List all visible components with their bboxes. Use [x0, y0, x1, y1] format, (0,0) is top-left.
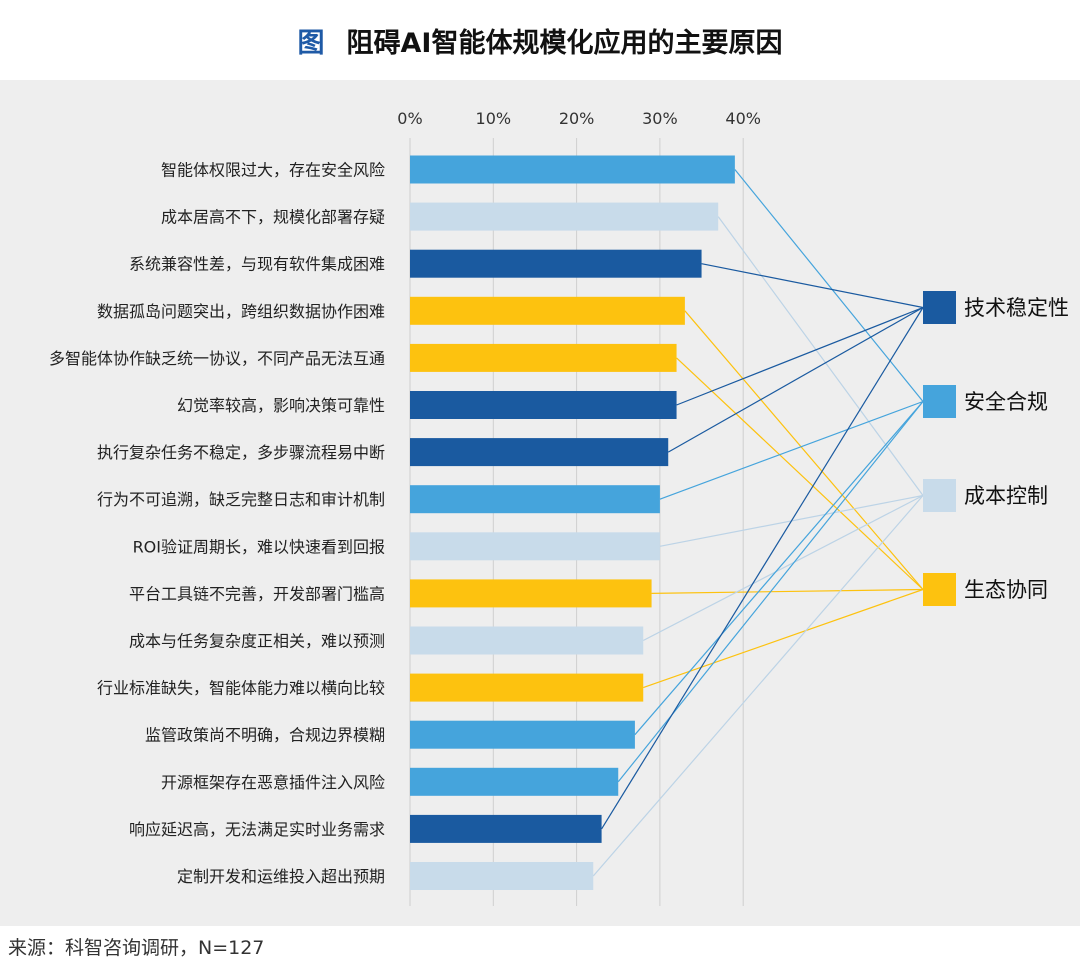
- bar: [410, 720, 635, 749]
- x-tick-label: 30%: [642, 109, 678, 128]
- x-tick-label: 40%: [725, 109, 761, 128]
- connector-line: [676, 357, 924, 590]
- chart-title: 阻碍AI智能体规模化应用的主要原因: [346, 27, 783, 59]
- bar: [410, 626, 644, 655]
- connector-line: [643, 588, 924, 689]
- connector-line: [659, 400, 924, 500]
- bar: [410, 485, 660, 514]
- connector-lines: [592, 169, 924, 877]
- bar: [410, 343, 677, 372]
- category-label: 数据孤岛问题突出，跨组织数据协作困难: [97, 302, 385, 321]
- bar: [410, 155, 735, 184]
- connector-line: [601, 307, 924, 830]
- bar: [410, 862, 594, 890]
- connector-line: [592, 495, 924, 877]
- x-axis-ticks: 0% 10% 20% 30% 40%: [397, 109, 761, 128]
- connector-line: [642, 494, 924, 642]
- category-labels: 智能体权限过大，存在安全风险成本居高不下，规模化部署存疑系统兼容性差，与现有软件…: [49, 161, 385, 887]
- connector-line: [701, 263, 924, 309]
- figure-label: 图: [297, 27, 325, 59]
- category-label: 定制开发和运维投入超出预期: [177, 867, 385, 886]
- bars: [410, 155, 735, 890]
- connector-line: [651, 588, 924, 594]
- chart-panel: 0% 10% 20% 30% 40% 智能体权限过大，存在安全风险 成本居高不下，规模化部…: [0, 80, 1080, 926]
- category-label: 监管政策尚不明确，合规边界模糊: [145, 726, 385, 745]
- legend-label-cost: 成本控制: [964, 484, 1048, 508]
- legend-label-tech: 技术稳定性: [964, 296, 1069, 320]
- bar: [410, 767, 619, 796]
- category-label: 执行复杂任务不稳定，多步骤流程易中断: [97, 443, 385, 462]
- category-label: 开源框架存在恶意插件注入风险: [161, 773, 385, 792]
- legend-swatch-cost: [923, 479, 956, 512]
- category-label: ROI验证周期长，难以快速看到回报: [133, 537, 385, 556]
- category-label: 成本居高不下，规模化部署存疑: [161, 208, 385, 227]
- bar: [410, 814, 602, 843]
- legend-swatch-ecosystem: [923, 573, 956, 606]
- legend-swatch-tech: [923, 291, 956, 324]
- title-bar: 图 阻碍AI智能体规模化应用的主要原因: [0, 0, 1080, 80]
- connector-line: [717, 216, 924, 496]
- bar: [410, 249, 702, 278]
- x-tick-label: 10%: [476, 109, 512, 128]
- bar: [410, 673, 644, 702]
- category-label: 响应延迟高，无法满足实时业务需求: [129, 820, 385, 839]
- x-tick-label: 20%: [559, 109, 595, 128]
- category-label: 行为不可追溯，缺乏完整日志和审计机制: [97, 490, 385, 509]
- bar: [410, 438, 669, 467]
- category-label: 成本与任务复杂度正相关，难以预测: [129, 632, 385, 651]
- x-tick-label: 0%: [397, 109, 422, 128]
- bar: [410, 391, 677, 419]
- connector-line: [667, 306, 924, 453]
- source-note: 来源：科智咨询调研，N=127: [8, 937, 265, 959]
- legend-label-ecosystem: 生态协同: [964, 578, 1048, 602]
- category-label: 多智能体协作缺乏统一协议，不同产品无法互通: [49, 349, 385, 368]
- connector-line: [676, 306, 924, 406]
- category-label: 幻觉率较高，影响决策可靠性: [177, 396, 385, 415]
- category-label: 系统兼容性差，与现有软件集成困难: [129, 255, 385, 274]
- legend-swatch-compliance: [923, 385, 956, 418]
- bar: [410, 296, 685, 325]
- connector-line: [684, 310, 924, 590]
- category-label: 智能体权限过大，存在安全风险: [161, 161, 385, 180]
- category-label: 行业标准缺失，智能体能力难以横向比较: [97, 679, 385, 698]
- bar: [410, 202, 719, 231]
- connector-line: [634, 401, 924, 736]
- bar: [410, 532, 660, 561]
- bar-chart: 0% 10% 20% 30% 40% 智能体权限过大，存在安全风险成本居高不下，规模化部…: [49, 109, 1069, 906]
- connector-line: [734, 169, 924, 402]
- category-label: 平台工具链不完善，开发部署门槛高: [129, 584, 385, 603]
- bar: [410, 579, 652, 608]
- legend-label-compliance: 安全合规: [964, 390, 1048, 414]
